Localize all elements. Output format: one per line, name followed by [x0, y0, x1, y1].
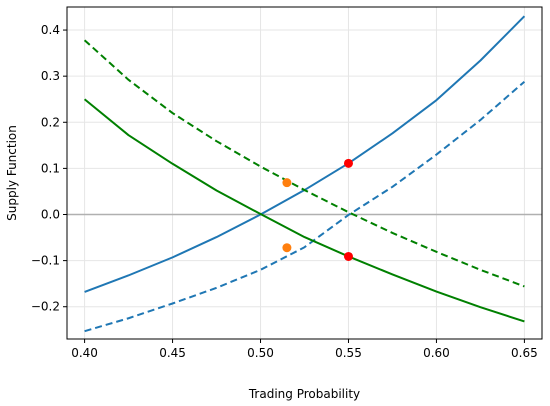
marker-point-2 [282, 178, 292, 188]
y-axis-label: Supply Function [5, 125, 19, 221]
y-tick-label-6: 0.4 [41, 23, 60, 37]
x-tick-label-4: 0.60 [423, 346, 450, 360]
series-line-0 [84, 15, 526, 293]
series-layer [83, 15, 526, 333]
grid [67, 7, 542, 339]
x-axis-ticks: 0.40 0.45 0.50 0.55 0.60 0.65 [71, 339, 538, 360]
y-tick-label-0: −0.2 [31, 300, 60, 314]
marker-point-1 [343, 251, 353, 261]
x-tick-label-0: 0.40 [71, 346, 98, 360]
plot-frame [66, 6, 543, 340]
y-axis-ticks: −0.2 −0.1 0.0 0.1 0.2 0.3 0.4 [31, 23, 67, 314]
series-line-3 [83, 39, 525, 288]
points-layer [282, 158, 353, 261]
marker-point-3 [282, 243, 292, 253]
series-line-1 [84, 80, 526, 333]
x-tick-label-3: 0.55 [335, 346, 362, 360]
x-tick-label-1: 0.45 [159, 346, 186, 360]
y-tick-label-3: 0.1 [41, 161, 60, 175]
y-tick-label-1: −0.1 [31, 254, 60, 268]
y-tick-label-4: 0.2 [41, 115, 60, 129]
marker-point-0 [343, 158, 353, 168]
x-tick-label-5: 0.65 [511, 346, 538, 360]
y-tick-label-2: 0.0 [41, 208, 60, 222]
series-line-2 [83, 98, 525, 323]
x-axis-label: Trading Probability [248, 387, 360, 401]
y-tick-label-5: 0.3 [41, 69, 60, 83]
x-tick-label-2: 0.50 [247, 346, 274, 360]
